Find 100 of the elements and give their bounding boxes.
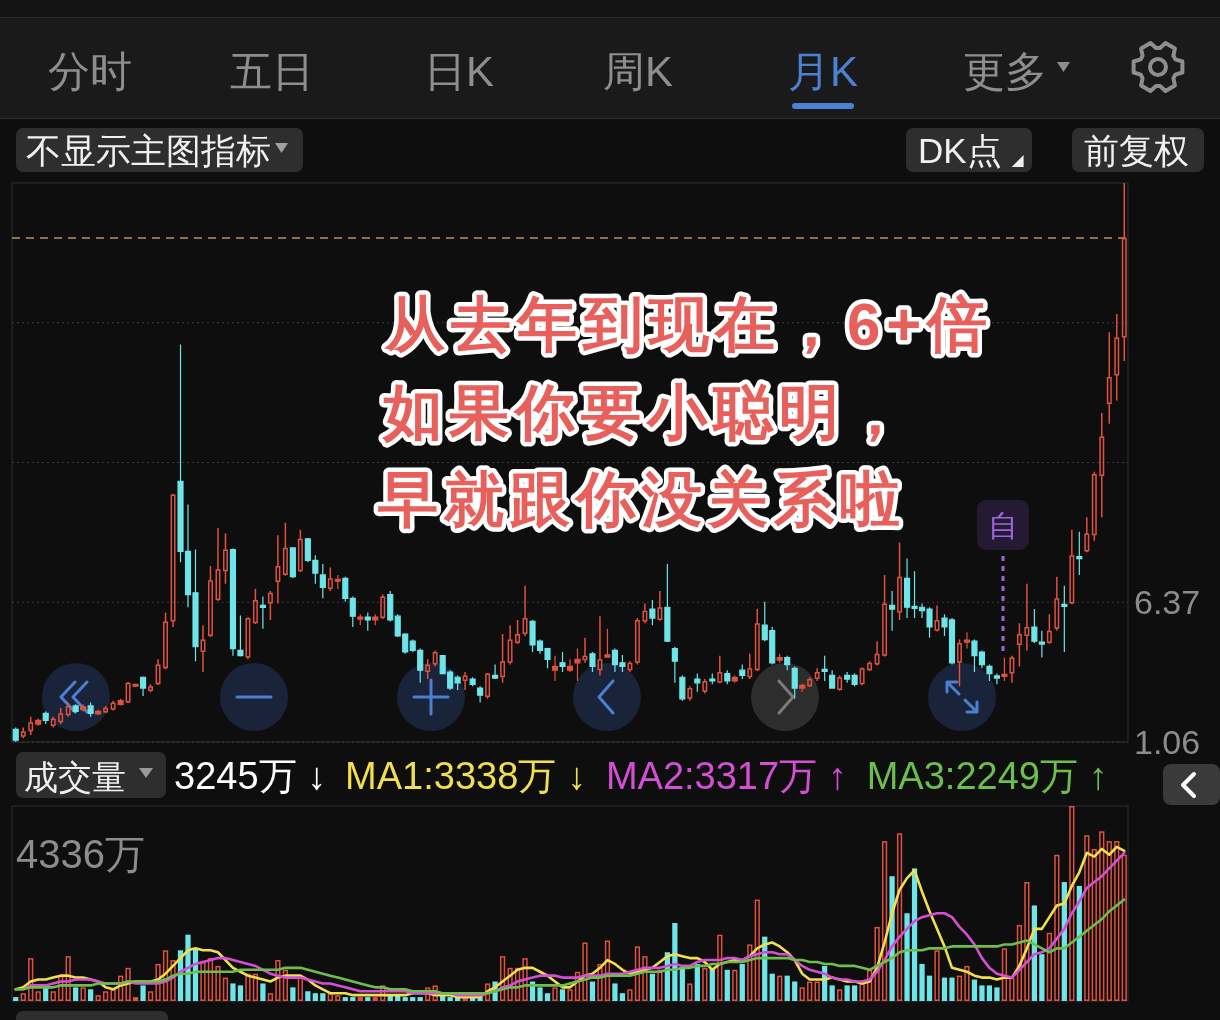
candlestick bbox=[799, 683, 806, 693]
bar bbox=[320, 993, 326, 1001]
bar bbox=[807, 981, 813, 1001]
candlestick bbox=[829, 669, 836, 690]
text: 前复权 bbox=[1084, 131, 1189, 170]
bar bbox=[417, 997, 423, 1001]
text: 周K bbox=[603, 48, 674, 95]
bar bbox=[559, 989, 566, 1001]
candlestick bbox=[776, 653, 783, 664]
candlestick bbox=[1069, 529, 1075, 606]
bar bbox=[402, 997, 408, 1001]
bar bbox=[522, 958, 528, 1001]
bar bbox=[350, 997, 356, 1001]
candlestick bbox=[229, 547, 237, 657]
candlestick bbox=[148, 683, 154, 694]
bar bbox=[552, 987, 558, 1001]
candlestick bbox=[807, 676, 813, 688]
candlestick bbox=[454, 674, 461, 691]
bar bbox=[432, 985, 438, 1001]
candlestick bbox=[87, 701, 94, 718]
annotation: 4336万 bbox=[16, 832, 145, 876]
text: 不显示主图指标 bbox=[26, 131, 271, 170]
bar bbox=[20, 993, 26, 1001]
bar bbox=[754, 899, 760, 1001]
candlestick bbox=[679, 674, 686, 702]
bar bbox=[147, 991, 154, 1001]
candlestick bbox=[867, 660, 873, 672]
bar bbox=[956, 975, 963, 1001]
text: 分时 bbox=[48, 48, 132, 95]
bar bbox=[537, 987, 543, 1001]
bar bbox=[484, 983, 491, 1001]
candlestick bbox=[103, 705, 109, 715]
bar bbox=[222, 977, 229, 1001]
bar bbox=[739, 963, 745, 1001]
bar bbox=[117, 975, 124, 1001]
candlestick bbox=[597, 615, 603, 677]
bar bbox=[717, 934, 723, 1001]
text: DK点 bbox=[918, 131, 1002, 170]
candlestick bbox=[889, 590, 896, 632]
bar bbox=[58, 975, 64, 1001]
bar bbox=[312, 993, 318, 1001]
candlestick bbox=[42, 710, 49, 725]
candlestick bbox=[215, 527, 221, 602]
bar bbox=[200, 962, 206, 1001]
candlestick bbox=[993, 672, 1000, 685]
bar bbox=[1091, 848, 1097, 1001]
bar bbox=[88, 989, 94, 1001]
bar bbox=[335, 995, 341, 1001]
bar bbox=[110, 989, 116, 1001]
bar bbox=[342, 997, 348, 1001]
bar bbox=[380, 985, 386, 1001]
bar bbox=[132, 997, 139, 1001]
bar bbox=[290, 987, 296, 1001]
candlestick bbox=[1054, 575, 1060, 632]
candlestick bbox=[642, 602, 648, 625]
bar bbox=[1106, 841, 1112, 1001]
bar bbox=[103, 991, 109, 1001]
bar bbox=[1024, 882, 1030, 1001]
candlestick bbox=[380, 593, 386, 620]
candlestick bbox=[589, 651, 596, 673]
bar bbox=[694, 963, 700, 1001]
bar bbox=[926, 975, 933, 1001]
bar bbox=[1099, 831, 1105, 1001]
candlestick bbox=[327, 566, 333, 592]
candlestick bbox=[289, 546, 296, 579]
bar bbox=[634, 946, 641, 1001]
candlestick bbox=[837, 674, 843, 692]
candlestick bbox=[297, 529, 303, 573]
bar bbox=[1009, 977, 1015, 1001]
candlestick bbox=[485, 672, 491, 700]
bar bbox=[1114, 841, 1120, 1001]
candlestick bbox=[709, 672, 716, 685]
candlestick bbox=[566, 658, 574, 673]
bar bbox=[207, 958, 214, 1001]
bar bbox=[874, 926, 880, 1001]
candlestick bbox=[35, 717, 42, 727]
bar bbox=[13, 997, 19, 1001]
candlestick bbox=[784, 655, 791, 671]
bar bbox=[425, 987, 431, 1001]
text: 3245万 ↓ bbox=[174, 755, 327, 797]
bar bbox=[35, 991, 41, 1001]
bar bbox=[1069, 806, 1075, 1001]
bar bbox=[140, 985, 146, 1001]
bar bbox=[866, 969, 873, 1001]
candlestick bbox=[1024, 583, 1030, 652]
bar bbox=[589, 981, 596, 1001]
bar bbox=[50, 991, 56, 1001]
bar bbox=[237, 985, 244, 1001]
candlestick bbox=[12, 726, 19, 743]
y-tick-label: 1.06 bbox=[1134, 723, 1201, 761]
candlestick bbox=[687, 685, 693, 702]
bar bbox=[859, 983, 865, 1001]
bar bbox=[372, 997, 378, 1001]
candlestick bbox=[20, 726, 26, 740]
candlestick bbox=[634, 617, 640, 666]
candlestick bbox=[649, 599, 656, 626]
bar bbox=[919, 963, 925, 1001]
candlestick bbox=[372, 613, 379, 626]
text: 五日 bbox=[230, 48, 314, 95]
candlestick bbox=[170, 493, 176, 628]
